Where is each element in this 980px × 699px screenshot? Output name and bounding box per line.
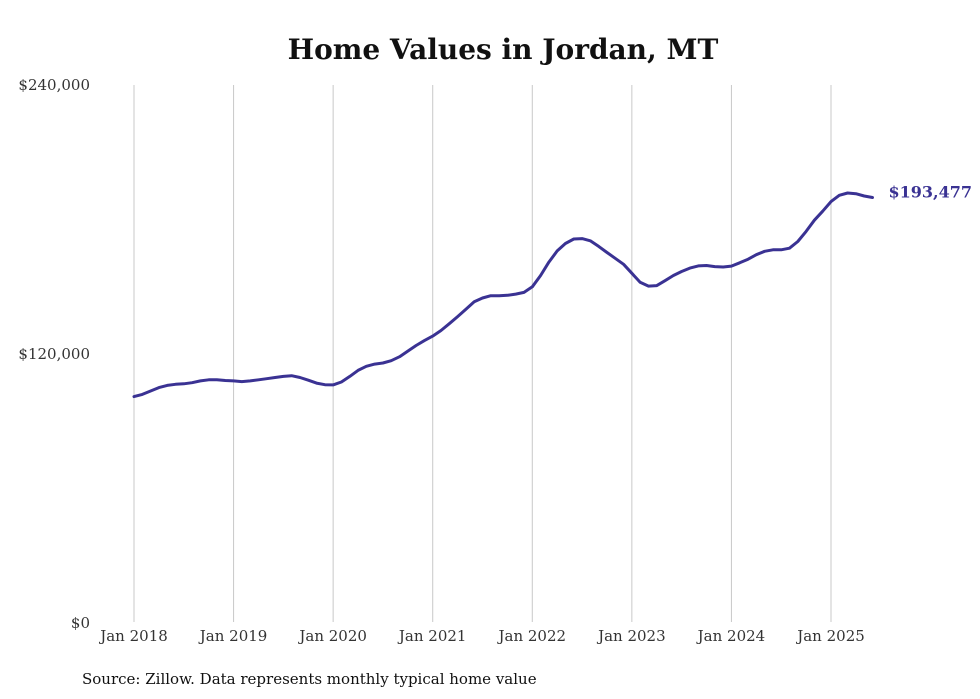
chart-title: Home Values in Jordan, MT	[288, 33, 719, 66]
y-axis-tick-labels: $0 $120,000 $240,000	[18, 76, 90, 632]
x-tick-label: Jan 2022	[497, 627, 567, 645]
vertical-gridlines	[133, 85, 832, 622]
x-tick-label: Jan 2019	[198, 627, 268, 645]
x-tick-label: Jan 2020	[297, 627, 367, 645]
series-line-home-value	[132, 191, 874, 399]
y-tick-label: $0	[71, 614, 90, 632]
x-tick-label: Jan 2025	[795, 627, 865, 645]
series-layer: $193,477	[132, 183, 973, 399]
x-tick-label: Jan 2023	[596, 627, 666, 645]
y-tick-label: $240,000	[18, 76, 90, 94]
x-axis-tick-labels: Jan 2018 Jan 2019 Jan 2020 Jan 2021 Jan 2022…	[98, 627, 865, 645]
y-tick-label: $120,000	[18, 345, 90, 363]
source-note: Source: Zillow. Data represents monthly …	[82, 670, 537, 688]
x-tick-label: Jan 2018	[98, 627, 168, 645]
x-tick-label: Jan 2021	[397, 627, 467, 645]
series-end-value-label: $193,477	[889, 183, 973, 202]
x-tick-label: Jan 2024	[696, 627, 766, 645]
